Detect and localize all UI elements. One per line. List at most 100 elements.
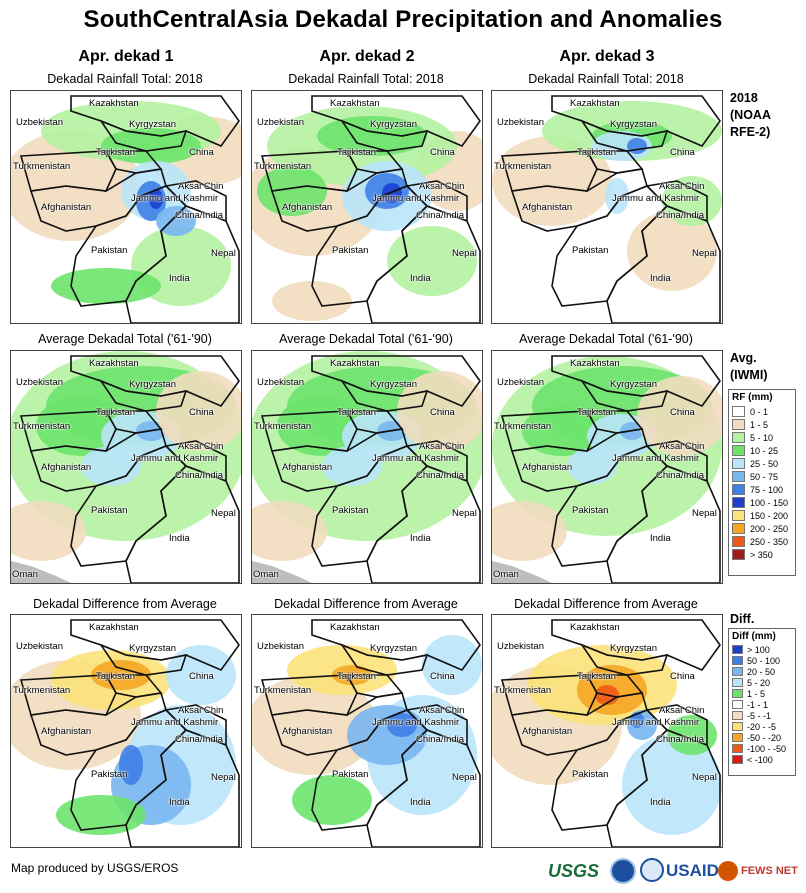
- legend-label: < -100: [747, 754, 773, 765]
- map-label-jammu: Jammu and Kashmir: [612, 717, 700, 728]
- legend-item: 5 - 10: [732, 431, 795, 444]
- map-label-india: India: [410, 273, 431, 284]
- legend-swatch: [732, 549, 745, 560]
- country-border: [606, 465, 721, 583]
- map-label-jammu: Jammu and Kashmir: [612, 453, 700, 464]
- precip-area: [492, 136, 612, 226]
- legend-item: 5 - 20: [732, 677, 795, 688]
- precip-area: [397, 371, 482, 451]
- legend-label: > 350: [750, 549, 773, 560]
- country-border: [645, 180, 708, 223]
- map-label-china: China: [430, 147, 455, 158]
- legend-swatch: [732, 700, 743, 709]
- legend-swatch: [732, 656, 743, 665]
- map-label-afghanistan: Afghanistan: [522, 726, 573, 737]
- country-border: [579, 643, 669, 676]
- map-label-aksai_chin: Aksai Chin: [178, 705, 224, 716]
- country-border: [125, 729, 240, 847]
- map-label-aksai_chin: Aksai Chin: [659, 705, 705, 716]
- map-label-uzbekistan: Uzbekistan: [497, 117, 544, 128]
- map-label-jammu: Jammu and Kashmir: [372, 453, 460, 464]
- map-label-turkmenistan: Turkmenistan: [13, 685, 71, 696]
- difference-legend-title: Diff (mm): [732, 631, 776, 642]
- map-label-india: India: [650, 273, 671, 284]
- map-label-china_india: China/India: [656, 210, 705, 221]
- precip-area: [622, 735, 722, 835]
- map-label-kyrgyzstan: Kyrgyzstan: [610, 119, 657, 130]
- map-label-pakistan: Pakistan: [572, 245, 609, 256]
- precip-map-panel: Kazakhstan Uzbekistan Kyrgyzstan Tajikistan…: [251, 614, 483, 848]
- map-label-uzbekistan: Uzbekistan: [16, 117, 63, 128]
- country-border: [98, 643, 188, 676]
- map-label-pakistan: Pakistan: [91, 505, 128, 516]
- noaa-logo: [610, 858, 636, 884]
- map-label-nepal: Nepal: [452, 508, 477, 519]
- legend-label: 150 - 200: [750, 510, 789, 521]
- fews-net-logo: FEWS NET: [718, 858, 798, 884]
- legend-item: 75 - 100: [732, 483, 795, 496]
- precip-map-panel: Kazakhstan Uzbekistan Kyrgyzstan Tajikistan…: [10, 350, 242, 584]
- legend-item: 200 - 250: [732, 522, 795, 535]
- precip-area: [627, 211, 717, 291]
- legend-swatch: [732, 406, 745, 417]
- column-header-dekad-1: Apr. dekad 1: [78, 48, 174, 65]
- precip-area: [522, 406, 602, 456]
- map-label-nepal: Nepal: [692, 772, 717, 783]
- map-graphic: [11, 95, 241, 323]
- map-label-tajikistan: Tajikistan: [337, 671, 377, 682]
- page-title: SouthCentralAsia Dekadal Precipitation a…: [83, 6, 723, 33]
- precip-map-panel: Kazakhstan Uzbekistan Kyrgyzstan Tajikistan…: [491, 350, 723, 584]
- precip-map-panel: Kazakhstan Uzbekistan Kyrgyzstan Tajikistan…: [491, 90, 723, 324]
- map-label-turkmenistan: Turkmenistan: [254, 161, 312, 172]
- map-label-afghanistan: Afghanistan: [522, 462, 573, 473]
- precip-map-panel: Kazakhstan Uzbekistan Kyrgyzstan Tajikistan…: [10, 614, 242, 848]
- country-border: [164, 440, 227, 483]
- map-label-nepal: Nepal: [692, 508, 717, 519]
- legend-swatch: [732, 458, 745, 469]
- country-border: [645, 440, 708, 483]
- legend-swatch: [732, 645, 743, 654]
- panel-title: Dekadal Difference from Average: [514, 597, 698, 611]
- map-label-tajikistan: Tajikistan: [337, 147, 377, 158]
- map-label-china: China: [670, 147, 695, 158]
- map-label-turkmenistan: Turkmenistan: [254, 421, 312, 432]
- map-label-pakistan: Pakistan: [332, 245, 369, 256]
- map-label-china_india: China/India: [175, 734, 224, 745]
- map-label-jammu: Jammu and Kashmir: [131, 453, 219, 464]
- map-label-uzbekistan: Uzbekistan: [257, 117, 304, 128]
- map-label-china: China: [189, 147, 214, 158]
- legend-label: -50 - -20: [747, 732, 782, 743]
- precip-map-panel: Kazakhstan Uzbekistan Kyrgyzstan Tajikistan…: [251, 90, 483, 324]
- map-label-india: India: [410, 797, 431, 808]
- map-label-afghanistan: Afghanistan: [282, 462, 333, 473]
- map-label-nepal: Nepal: [452, 248, 477, 259]
- map-label-turkmenistan: Turkmenistan: [494, 161, 552, 172]
- map-label-china: China: [430, 407, 455, 418]
- country-border: [405, 704, 468, 747]
- precip-map-panel: Kazakhstan Uzbekistan Kyrgyzstan Tajikistan…: [251, 350, 483, 584]
- country-border: [339, 119, 429, 152]
- precip-area: [667, 715, 717, 755]
- precip-area: [156, 206, 196, 236]
- legend-item: 1 - 5: [732, 688, 795, 699]
- country-border: [579, 379, 669, 412]
- panel-title: Average Dekadal Total ('61-'90): [519, 332, 693, 346]
- map-graphic: [252, 95, 482, 323]
- precip-area: [627, 138, 647, 154]
- legend-swatch: [732, 678, 743, 687]
- map-label-china_india: China/India: [416, 210, 465, 221]
- country-border: [366, 205, 481, 323]
- precip-map-panel: Kazakhstan Uzbekistan Kyrgyzstan Tajikistan…: [10, 90, 242, 324]
- country-border: [405, 440, 468, 483]
- panel-title: Dekadal Rainfall Total: 2018: [528, 72, 684, 86]
- panel-title: Dekadal Rainfall Total: 2018: [288, 72, 444, 86]
- map-label-afghanistan: Afghanistan: [41, 202, 92, 213]
- map-label-jammu: Jammu and Kashmir: [612, 193, 700, 204]
- map-label-nepal: Nepal: [692, 248, 717, 259]
- legend-item: > 100: [732, 644, 795, 655]
- map-label-tajikistan: Tajikistan: [577, 671, 617, 682]
- map-label-uzbekistan: Uzbekistan: [257, 377, 304, 388]
- map-label-tajikistan: Tajikistan: [96, 407, 136, 418]
- legend-swatch: [732, 722, 743, 731]
- legend-swatch: [732, 755, 743, 764]
